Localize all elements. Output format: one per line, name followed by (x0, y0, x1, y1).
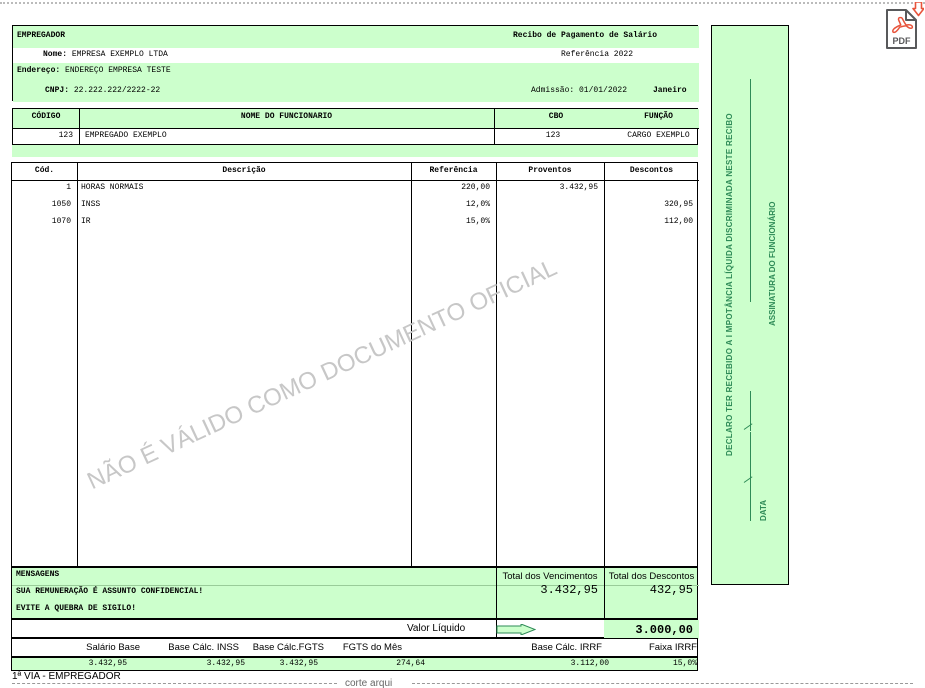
svg-text:PDF: PDF (893, 36, 912, 46)
